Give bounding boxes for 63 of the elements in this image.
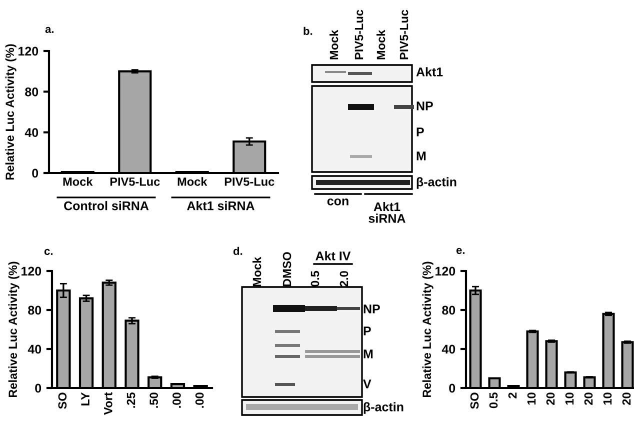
y-tick-label: 80 — [25, 87, 38, 96]
category-label: Mock — [376, 30, 386, 60]
x-tick-label: 10 — [565, 392, 574, 405]
x-tick-label: Mock — [63, 177, 93, 186]
chart-title: a. — [45, 26, 54, 33]
y-axis-title: Relative Luc Activity (%) — [5, 44, 16, 180]
x-tick-label: 10 — [527, 392, 536, 405]
category-label: 0.5 — [310, 270, 320, 287]
text: V — [363, 380, 372, 388]
y-axis-title: Relative Luc Activity (%) — [8, 262, 20, 398]
x-tick-label: 0.5 — [489, 392, 498, 408]
text: NP — [364, 304, 380, 314]
y-tick-label: 120 — [18, 46, 38, 56]
category-label: DMSO — [282, 252, 292, 286]
x-tick-label: LY — [81, 392, 90, 406]
y-tick-label: 0 — [32, 168, 38, 178]
x-tick-label: .00 — [172, 392, 181, 408]
text: M — [416, 152, 426, 160]
text: con — [327, 198, 348, 206]
y-tick-label: 80 — [442, 306, 456, 315]
x-tick-label: 10 — [603, 392, 612, 405]
y-tick-label: 80 — [28, 306, 42, 315]
category-label: Mock — [252, 256, 262, 286]
text: Akt IV — [316, 251, 351, 260]
y-tick-label: 120 — [436, 266, 456, 276]
text: Akt1 siRNA — [368, 202, 406, 223]
y-tick-label: 40 — [24, 128, 38, 137]
text: NP — [416, 102, 433, 110]
x-tick-label: Vort — [104, 392, 112, 415]
text: b. — [304, 26, 312, 35]
chart-title: e. — [456, 248, 464, 254]
y-tick-label: 40 — [442, 344, 456, 354]
x-tick-label: 20 — [622, 392, 631, 405]
x-tick-label: .50 — [150, 392, 158, 408]
x-tick-label: SO — [58, 392, 67, 409]
text: Akt1 siRNA — [187, 201, 254, 210]
x-tick-label: .25 — [126, 392, 136, 408]
category-label: 2.0 — [340, 271, 348, 287]
y-tick-label: 40 — [28, 344, 42, 354]
y-tick-label: 0 — [449, 384, 456, 393]
chart-title: c. — [44, 248, 52, 255]
x-tick-label: 2 — [508, 392, 517, 398]
y-tick-label: 120 — [22, 266, 42, 276]
text: Akt1 — [416, 67, 443, 76]
y-tick-label: 0 — [35, 384, 42, 393]
category-label: PIV5-Luc — [400, 10, 408, 60]
x-tick-label: PIV5-Luc — [224, 178, 274, 186]
x-tick-label: 20 — [584, 392, 593, 405]
text: β-actin — [416, 177, 456, 189]
category-label: PIV5-Luc — [354, 10, 364, 60]
text: P — [364, 326, 371, 336]
text: P — [416, 128, 424, 136]
text: M — [364, 350, 373, 358]
x-tick-label: 20 — [546, 392, 555, 405]
y-axis-title: Relative Luc Activity (%) — [422, 262, 434, 398]
x-tick-label: SO — [470, 392, 479, 409]
x-tick-label: .00 — [195, 392, 204, 408]
text: d. — [233, 246, 242, 255]
text: Control siRNA — [64, 201, 149, 210]
x-tick-label: Mock — [178, 177, 208, 186]
text: β-actin — [364, 402, 404, 414]
x-tick-label: PIV5-Luc — [110, 178, 160, 186]
category-label: Mock — [329, 30, 338, 60]
